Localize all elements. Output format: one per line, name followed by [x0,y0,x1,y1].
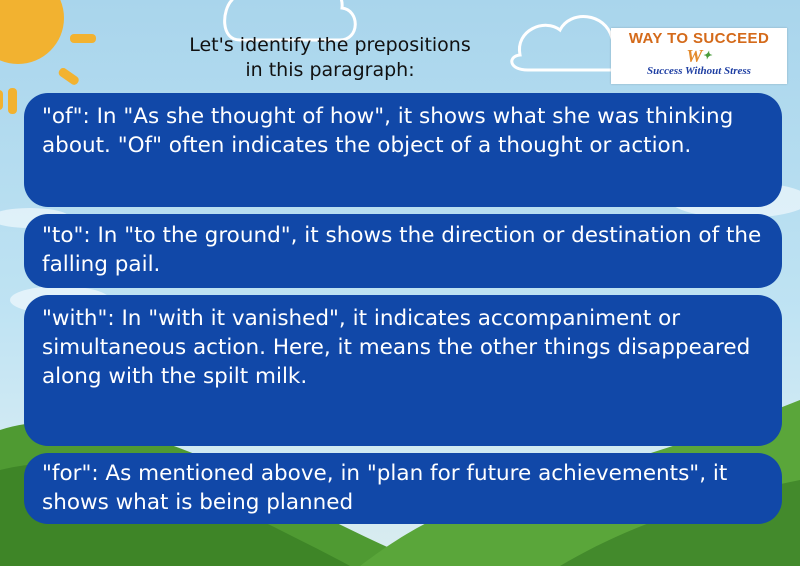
card-text: "of": In "As she thought of how", it sho… [42,104,734,158]
logo-tagline: Success Without Stress [647,65,751,77]
preposition-card-of: "of": In "As she thought of how", it sho… [24,93,782,207]
preposition-card-for: "for": As mentioned above, in "plan for … [24,453,782,524]
sun-icon [0,0,96,114]
brand-logo: WAY TO SUCCEED W✦ Success Without Stress [611,28,787,84]
card-text: "to": In "to the ground", it shows the d… [42,223,762,277]
logo-mark-icon: W✦ [686,46,712,66]
logo-mark-letter: W [686,46,703,66]
preposition-card-to: "to": In "to the ground", it shows the d… [24,214,782,288]
logo-title: WAY TO SUCCEED [628,30,770,47]
preposition-card-with: "with": In "with it vanished", it indica… [24,295,782,446]
heading-line: Let's identify the prepositions [189,34,471,56]
page-heading: Let's identify the prepositions in this … [150,33,510,83]
heading-line: in this paragraph: [245,59,415,81]
card-text: "with": In "with it vanished", it indica… [42,306,751,389]
card-text: "for": As mentioned above, in "plan for … [42,461,728,515]
